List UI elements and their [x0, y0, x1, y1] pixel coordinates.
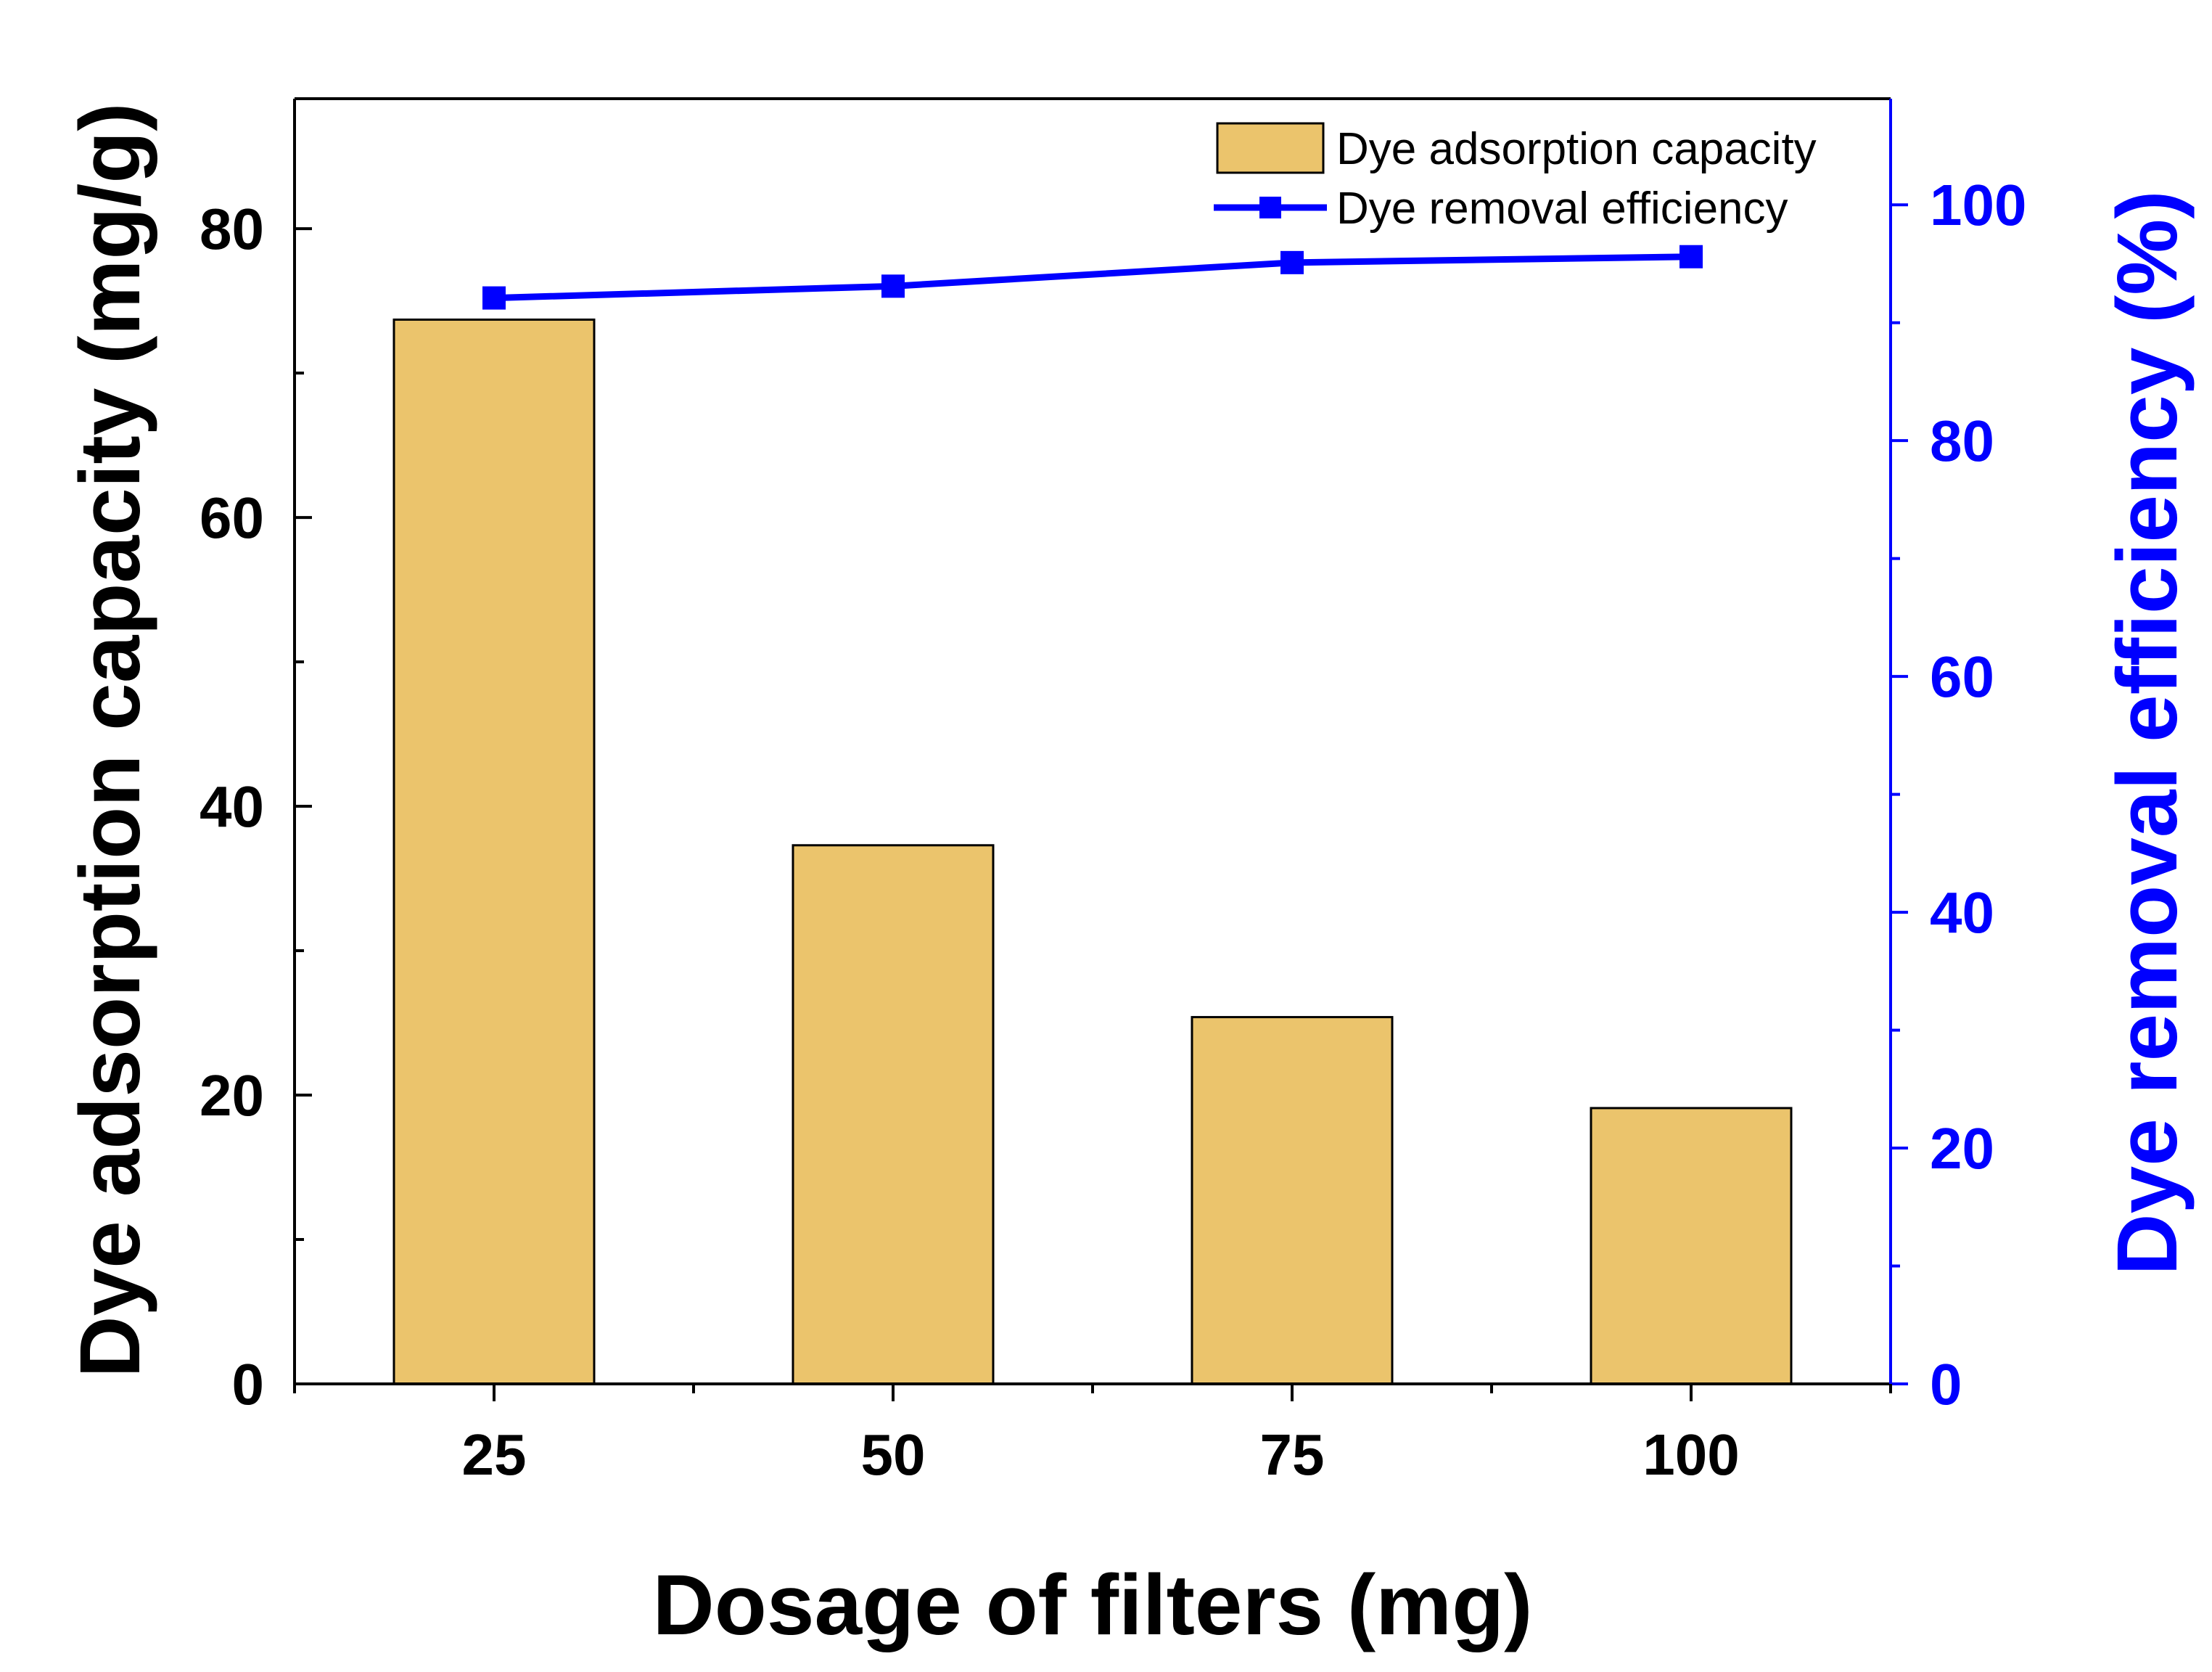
- legend-label-capacity: Dye adsorption capacity: [1336, 124, 1817, 174]
- bar-50: [792, 844, 995, 1385]
- x-axis-title: Dosage of filters (mg): [653, 1557, 1533, 1653]
- efficiency-point-75: [1280, 250, 1304, 274]
- right-tick-label: 40: [1930, 880, 1994, 945]
- left-axis-title: Dye adsorption capacity (mg/g): [62, 102, 158, 1377]
- efficiency-point-100: [1679, 245, 1703, 269]
- right-tick-label: 20: [1930, 1116, 1994, 1181]
- x-tick-label: 50: [861, 1422, 926, 1487]
- right-tick-label: 100: [1930, 173, 2026, 237]
- left-tick-label: 0: [232, 1352, 265, 1417]
- left-tick-label: 40: [200, 774, 264, 839]
- left-tick-label: 20: [200, 1063, 264, 1128]
- legend-line-marker: [1259, 197, 1281, 218]
- legend-label-efficiency: Dye removal efficiency: [1336, 184, 1788, 234]
- legend-bar-swatch: [1216, 122, 1325, 174]
- efficiency-line: [493, 253, 1692, 302]
- right-tick-label: 0: [1930, 1352, 1962, 1417]
- x-tick-label: 75: [1260, 1422, 1325, 1487]
- x-tick-label: 100: [1642, 1422, 1739, 1487]
- right-tick-label: 60: [1930, 644, 1994, 709]
- efficiency-point-25: [482, 286, 506, 310]
- right-axis-ticks: 0 20 40 60 80 100: [1891, 173, 2026, 1417]
- right-tick-label: 80: [1930, 409, 1994, 473]
- left-tick-label: 80: [200, 197, 264, 261]
- bar-series: [392, 318, 1793, 1385]
- x-axis-ticks: 25 50 75 100: [293, 1384, 1892, 1487]
- bar-25: [392, 318, 596, 1385]
- left-tick-label: 60: [200, 485, 264, 550]
- line-series: [482, 245, 1703, 310]
- x-tick-label: 25: [462, 1422, 527, 1487]
- efficiency-point-50: [881, 274, 905, 298]
- legend: Dye adsorption capacity Dye removal effi…: [1214, 122, 1817, 234]
- bar-75: [1191, 1016, 1394, 1385]
- left-axis-ticks: 0 20 40 60 80: [200, 197, 312, 1417]
- bar-100: [1590, 1107, 1793, 1385]
- right-axis-title: Dye removal efficiency (%): [2100, 190, 2195, 1275]
